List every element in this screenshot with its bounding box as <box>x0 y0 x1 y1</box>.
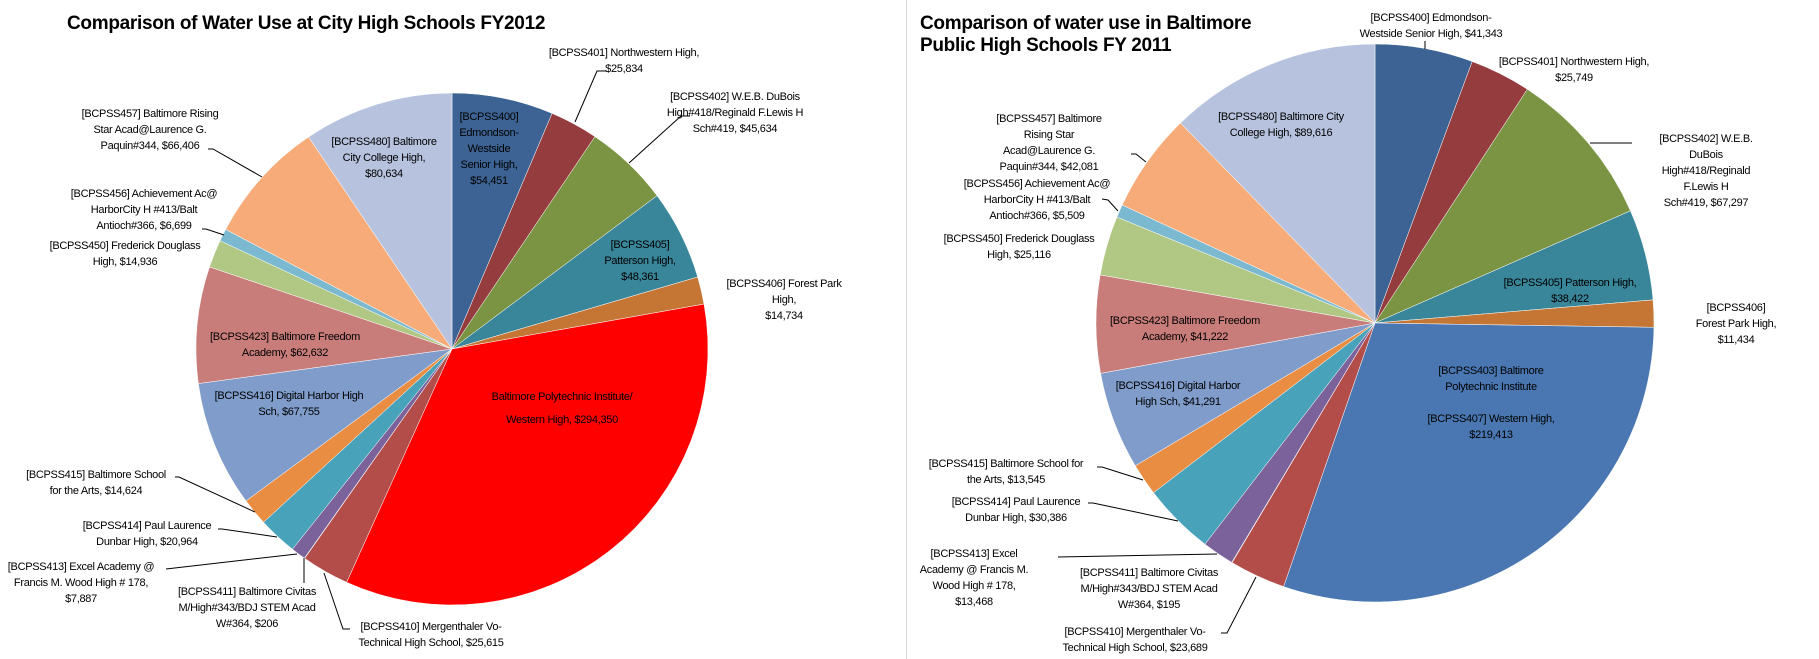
data-label: [BCPSS423] Baltimore Freedom Academy, $4… <box>1110 315 1260 343</box>
data-label: [BCPSS402] W.E.B. DuBois High#418/Regina… <box>1659 133 1753 209</box>
chart-title: Comparison of Water Use at City High Sch… <box>67 13 546 34</box>
chart-fy2012: Comparison of Water Use at City High Sch… <box>0 0 905 659</box>
leader-line <box>1221 576 1257 634</box>
data-label: [BCPSS414] Paul Laurence Dunbar High, $2… <box>82 520 212 548</box>
data-label: [BCPSS401] Northwestern High, $25,749 <box>1498 56 1650 84</box>
chart-title: Comparison of water use in Baltimore Pub… <box>920 13 1252 56</box>
data-label: [BCPSS415] Baltimore School for the Arts… <box>26 469 166 497</box>
data-label: [BCPSS456] Achievement Ac@ HarborCity H … <box>963 178 1111 222</box>
data-label: [BCPSS413] Excel Academy @ Francis M. Wo… <box>919 548 1029 608</box>
pie-slice <box>1283 322 1655 603</box>
data-label: [BCPSS413] Excel Academy @ Francis M. Wo… <box>7 561 155 605</box>
data-label: [BCPSS480] Baltimore City College High, … <box>1218 111 1344 139</box>
leader-line <box>628 115 690 164</box>
data-label: [BCPSS457] Baltimore Rising Star Acad@La… <box>81 108 219 152</box>
leader-line <box>1101 198 1119 212</box>
pie-slice <box>1374 88 1631 324</box>
pie-slice <box>308 92 453 350</box>
data-label: [BCPSS411] Baltimore Civitas M/High#343/… <box>177 586 317 630</box>
leader-line <box>574 70 606 123</box>
pie-fy2012 <box>165 70 709 630</box>
pie-slice <box>1180 43 1376 324</box>
leader-line <box>1131 153 1147 163</box>
data-label: [BCPSS410] Mergenthaler Vo- Technical Hi… <box>1062 626 1208 654</box>
leader-line <box>323 572 350 630</box>
data-label: [BCPSS400] Edmondson- Westside Senior Hi… <box>1359 12 1503 40</box>
leader-line <box>1097 466 1144 481</box>
data-label: [BCPSS405] Patterson High, $48,361 <box>604 239 676 283</box>
data-label: [BCPSS400] Edmondson- Westside Senior Hi… <box>459 111 519 187</box>
pie-fy2011 <box>1057 41 1655 634</box>
data-label: [BCPSS416] Digital Harbor High Sch, $41,… <box>1115 380 1241 408</box>
data-label: [BCPSS423] Baltimore Freedom Academy, $6… <box>210 331 360 359</box>
data-label: [BCPSS457] Baltimore Rising Star Acad@La… <box>996 113 1102 173</box>
leader-line <box>202 228 225 236</box>
pie-slice <box>195 266 453 384</box>
pie-slice <box>346 303 709 606</box>
leader-line <box>1057 553 1218 558</box>
leader-line <box>208 148 263 178</box>
data-label: [BCPSS450] Frederick Douglass High, $14,… <box>49 240 201 268</box>
data-label: [BCPSS480] Baltimore City College High, … <box>331 136 437 180</box>
data-label: [BCPSS416] Digital Harbor High Sch, $67,… <box>214 390 364 418</box>
leader-line <box>1088 502 1179 522</box>
data-label: [BCPSS403] Baltimore Polytechnic Institu… <box>1427 365 1555 441</box>
data-label: [BCPSS410] Mergenthaler Vo- Technical Hi… <box>358 621 504 649</box>
divider <box>906 0 907 659</box>
data-label: Baltimore Polytechnic Institute/ Western… <box>491 391 633 426</box>
data-label: [BCPSS456] Achievement Ac@ HarborCity H … <box>70 188 218 232</box>
data-label: [BCPSS406] Forest Park High, $11,434 <box>1695 302 1777 346</box>
data-label: [BCPSS402] W.E.B. DuBois High#418/Regina… <box>666 91 804 135</box>
leader-line <box>218 528 278 538</box>
data-label: [BCPSS411] Baltimore Civitas M/High#343/… <box>1079 567 1219 611</box>
leader-line <box>175 476 256 513</box>
data-label: [BCPSS414] Paul Laurence Dunbar High, $3… <box>951 496 1081 524</box>
pie-slice <box>225 136 453 350</box>
chart-fy2011: Comparison of water use in Baltimore Pub… <box>910 0 1819 659</box>
pie-slice <box>198 348 453 502</box>
leader-line <box>165 553 298 570</box>
data-label: [BCPSS401] Northwestern High, $25,834 <box>548 47 700 75</box>
data-label: [BCPSS450] Frederick Douglass High, $25,… <box>943 233 1095 261</box>
data-label: [BCPSS406] Forest Park High, $14,734 <box>726 278 842 322</box>
data-label: [BCPSS405] Patterson High, $38,422 <box>1503 277 1637 305</box>
data-label: [BCPSS415] Baltimore School for the Arts… <box>928 458 1084 486</box>
